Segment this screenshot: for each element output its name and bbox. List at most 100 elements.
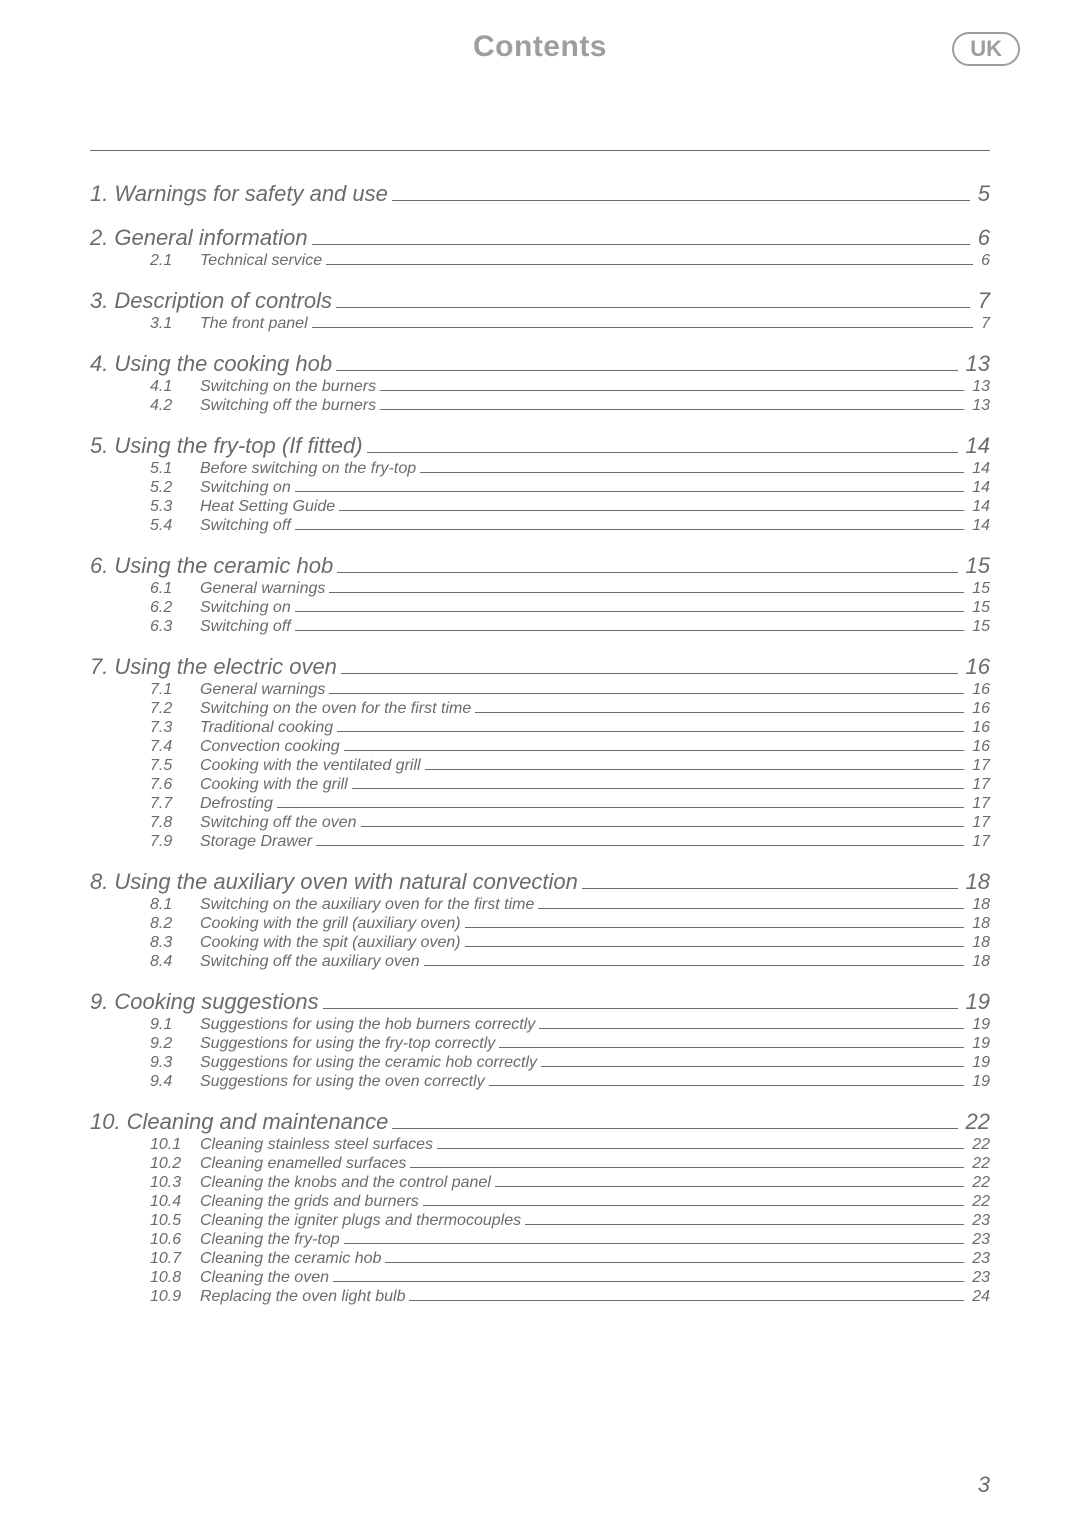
toc-sub-page: 15	[968, 618, 990, 636]
toc-sub-title: Suggestions for using the fry-top correc…	[200, 1035, 495, 1053]
toc-sub-page: 22	[968, 1136, 990, 1154]
toc-leader	[337, 731, 964, 732]
toc-sub-number: 10.8	[150, 1269, 200, 1287]
toc-sub-title: Suggestions for using the hob burners co…	[200, 1016, 535, 1034]
toc-sub-number: 10.3	[150, 1174, 200, 1192]
toc-section-title: Cleaning and maintenance	[127, 1109, 389, 1135]
toc-sub-row: 3.1The front panel7	[90, 315, 990, 333]
toc-sub-page: 15	[968, 580, 990, 598]
toc-sub-row: 5.4Switching off14	[90, 517, 990, 535]
toc-sub-title: Switching off	[200, 618, 291, 636]
toc-sub-page: 14	[968, 460, 990, 478]
toc-sub-title: Switching on the oven for the first time	[200, 700, 471, 718]
toc-sub-row: 6.1General warnings15	[90, 580, 990, 598]
toc-sub-number: 7.1	[150, 681, 200, 699]
toc-sub-number: 5.3	[150, 498, 200, 516]
toc-sub-row: 2.1Technical service6	[90, 252, 990, 270]
toc-section-page: 13	[962, 351, 990, 377]
toc-sub-row: 9.3Suggestions for using the ceramic hob…	[90, 1054, 990, 1072]
toc-sub-page: 19	[968, 1035, 990, 1053]
toc-leader	[425, 769, 965, 770]
toc-sub-title: Cleaning stainless steel surfaces	[200, 1136, 433, 1154]
toc-sub-page: 17	[968, 795, 990, 813]
toc-sub-row: 10.8Cleaning the oven23	[90, 1269, 990, 1287]
toc-sub-number: 2.1	[150, 252, 200, 270]
toc-leader	[341, 673, 958, 674]
header-rule	[90, 150, 990, 151]
toc-sub-number: 8.4	[150, 953, 200, 971]
toc-sub-page: 18	[968, 934, 990, 952]
toc-sub-row: 10.2Cleaning enamelled surfaces22	[90, 1155, 990, 1173]
toc-sub-page: 22	[968, 1193, 990, 1211]
toc-leader	[495, 1186, 964, 1187]
toc-section-number: 2.	[90, 225, 108, 251]
toc-sub-title: Switching on	[200, 599, 291, 617]
page-number: 3	[978, 1472, 990, 1498]
toc-sub-title: Cleaning the grids and burners	[200, 1193, 419, 1211]
toc-sub-title: Technical service	[200, 252, 322, 270]
toc-leader	[409, 1300, 964, 1301]
toc-sub-page: 14	[968, 517, 990, 535]
toc-leader	[410, 1167, 964, 1168]
toc-sub-title: Defrosting	[200, 795, 273, 813]
toc-sub-title: Cooking with the grill (auxiliary oven)	[200, 915, 461, 933]
toc-section-page: 16	[962, 654, 990, 680]
toc-section-title: Using the auxiliary oven with natural co…	[114, 869, 577, 895]
toc-sub-title: Cleaning the fry-top	[200, 1231, 340, 1249]
toc-leader	[539, 1028, 964, 1029]
toc-leader	[380, 409, 964, 410]
toc-section-page: 19	[962, 989, 990, 1015]
toc-leader	[538, 908, 964, 909]
toc-sub-page: 7	[977, 315, 990, 333]
toc-sub-row: 6.2Switching on15	[90, 599, 990, 617]
toc-sub-number: 7.8	[150, 814, 200, 832]
toc-leader	[465, 927, 965, 928]
toc-sub-row: 9.2Suggestions for using the fry-top cor…	[90, 1035, 990, 1053]
toc-leader	[541, 1066, 964, 1067]
toc-sub-number: 4.2	[150, 397, 200, 415]
toc-leader	[437, 1148, 964, 1149]
toc-sub-row: 7.1General warnings16	[90, 681, 990, 699]
toc-sub-row: 8.3Cooking with the spit (auxiliary oven…	[90, 934, 990, 952]
toc-leader	[336, 370, 957, 371]
toc-sub-number: 10.7	[150, 1250, 200, 1268]
toc-sub-row: 4.1Switching on the burners13	[90, 378, 990, 396]
toc-sub-title: Switching off the auxiliary oven	[200, 953, 420, 971]
toc-sub-row: 7.3Traditional cooking16	[90, 719, 990, 737]
toc-sub-row: 8.2Cooking with the grill (auxiliary ove…	[90, 915, 990, 933]
toc-sub-number: 10.5	[150, 1212, 200, 1230]
toc-sub-row: 7.9Storage Drawer17	[90, 833, 990, 851]
toc-sub-number: 10.2	[150, 1155, 200, 1173]
toc-sub-title: Cleaning the ceramic hob	[200, 1250, 381, 1268]
toc-sub-page: 19	[968, 1054, 990, 1072]
toc-leader	[525, 1224, 964, 1225]
toc-sub-title: Switching on the auxiliary oven for the …	[200, 896, 534, 914]
page-title: Contents	[90, 30, 990, 64]
toc-sub-page: 16	[968, 700, 990, 718]
toc-leader	[295, 630, 964, 631]
toc-sub-row: 10.6Cleaning the fry-top23	[90, 1231, 990, 1249]
toc-sub-row: 5.3Heat Setting Guide14	[90, 498, 990, 516]
toc-sub-row: 10.9Replacing the oven light bulb24	[90, 1288, 990, 1306]
toc-section-row: 3.Description of controls7	[90, 288, 990, 314]
toc-leader	[326, 264, 973, 265]
toc-sub-number: 6.2	[150, 599, 200, 617]
toc-sub-number: 7.6	[150, 776, 200, 794]
toc-section-title: Warnings for safety and use	[114, 181, 388, 207]
toc-sub-page: 16	[968, 681, 990, 699]
toc-section-page: 5	[974, 181, 990, 207]
toc-leader	[339, 510, 964, 511]
toc-sub-page: 16	[968, 719, 990, 737]
toc-sub-row: 7.7Defrosting17	[90, 795, 990, 813]
toc-section-row: 10.Cleaning and maintenance22	[90, 1109, 990, 1135]
toc-sub-title: Convection cooking	[200, 738, 340, 756]
toc-section-row: 1.Warnings for safety and use5	[90, 181, 990, 207]
toc-sub-row: 7.6Cooking with the grill17	[90, 776, 990, 794]
toc-leader	[295, 491, 964, 492]
toc-section-title: Using the cooking hob	[114, 351, 332, 377]
toc-sub-page: 19	[968, 1016, 990, 1034]
toc-leader	[333, 1281, 964, 1282]
toc-section-page: 6	[974, 225, 990, 251]
toc-sub-row: 8.1Switching on the auxiliary oven for t…	[90, 896, 990, 914]
toc-section-title: Description of controls	[114, 288, 332, 314]
